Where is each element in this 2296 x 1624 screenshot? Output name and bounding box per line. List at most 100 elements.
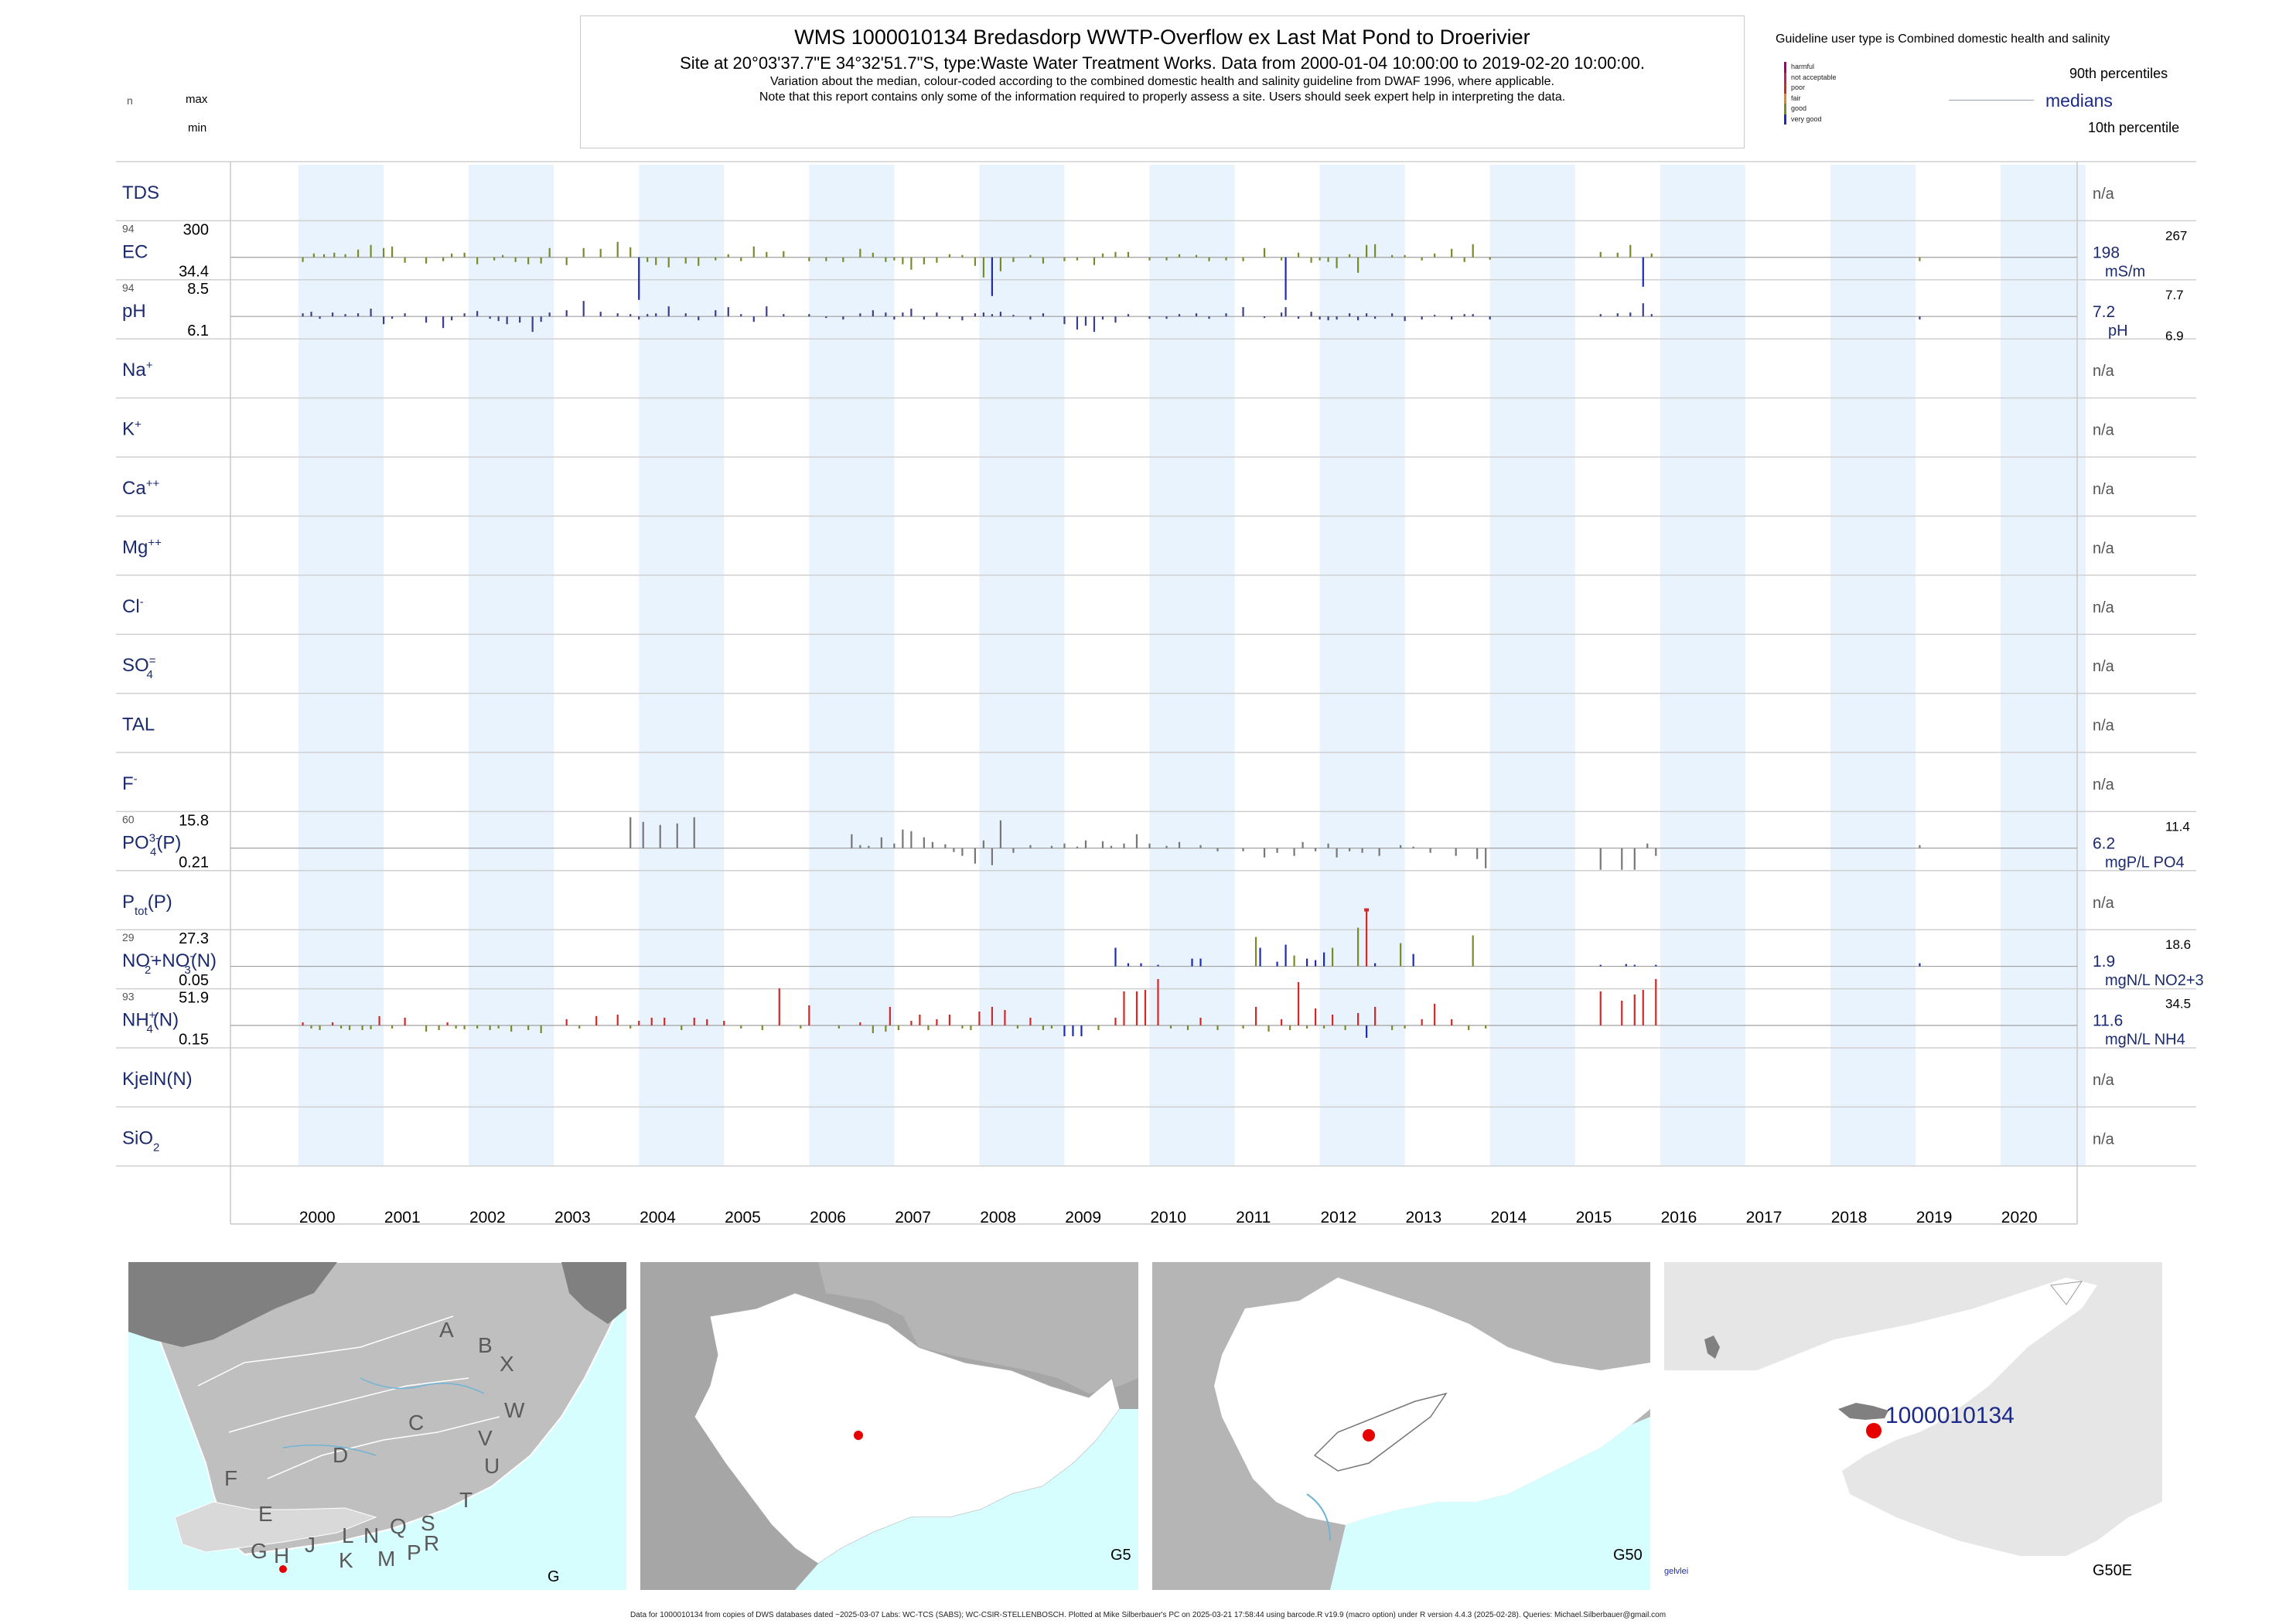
year-band-2010 bbox=[1149, 165, 1235, 1166]
row-na-kjel: n/a bbox=[2093, 1072, 2115, 1089]
row-min-nh4: 0.15 bbox=[179, 1032, 209, 1049]
year-band-2000 bbox=[299, 165, 384, 1166]
map-g50e-drawing bbox=[1664, 1278, 2162, 1590]
map-panel-g50: G50 bbox=[1152, 1262, 1650, 1590]
row-label-na: Na+ bbox=[122, 359, 153, 380]
map-g-region-B: B bbox=[478, 1333, 493, 1357]
x-tick-label-2015: 2015 bbox=[1576, 1209, 1612, 1227]
map-g-region-W: W bbox=[504, 1398, 525, 1422]
x-tick-label-2007: 2007 bbox=[895, 1209, 931, 1227]
row-label-cl: Cl- bbox=[122, 595, 144, 617]
map-g50e-site-label: 1000010134 bbox=[1885, 1403, 2015, 1428]
x-tick-label-2020: 2020 bbox=[2001, 1209, 2038, 1227]
x-tick-label-2001: 2001 bbox=[384, 1209, 421, 1227]
row-label-ca: Ca++ bbox=[122, 477, 159, 499]
map-g5-site-dot bbox=[854, 1431, 863, 1440]
map-g-region-E: E bbox=[258, 1502, 273, 1526]
row-label-sio2: SiO2 bbox=[122, 1128, 159, 1154]
legend-label-good: good bbox=[1791, 104, 1807, 112]
report-note-2: Note that this report contains only some… bbox=[759, 90, 1566, 104]
legend-swatch-poor bbox=[1784, 83, 1786, 94]
legend-medians: medians bbox=[2045, 90, 2113, 111]
x-tick-label-2002: 2002 bbox=[469, 1209, 506, 1227]
row-na-mg: n/a bbox=[2093, 540, 2115, 557]
row-n-no23: 29 bbox=[122, 931, 135, 943]
legend-swatch-fair bbox=[1784, 93, 1786, 104]
legend-swatch-very-good bbox=[1784, 114, 1786, 125]
row-na-cl: n/a bbox=[2093, 599, 2115, 616]
row-min-no23: 0.05 bbox=[179, 972, 209, 989]
map-g-region-M: M bbox=[377, 1547, 396, 1571]
legend-p10: 10th percentile bbox=[2088, 120, 2180, 135]
row-na-ca: n/a bbox=[2093, 481, 2115, 498]
row-na-f: n/a bbox=[2093, 776, 2115, 793]
x-tick-label-2016: 2016 bbox=[1661, 1209, 1697, 1227]
map-g-region-P: P bbox=[407, 1540, 421, 1564]
row-na-k: n/a bbox=[2093, 422, 2115, 439]
row-unit-po4: mgP/L PO4 bbox=[2105, 854, 2185, 871]
row-min-po4: 0.21 bbox=[179, 854, 209, 871]
row-label-mg: Mg++ bbox=[122, 536, 162, 558]
row-max-no23: 27.3 bbox=[179, 930, 209, 947]
row-n-ph: 94 bbox=[122, 281, 135, 294]
legend-median-line bbox=[1949, 100, 2034, 101]
map-g-region-J: J bbox=[305, 1533, 316, 1557]
map-g-region-R: R bbox=[424, 1531, 440, 1555]
x-tick-label-2004: 2004 bbox=[640, 1209, 676, 1227]
row-unit-nh4: mgN/L NH4 bbox=[2105, 1032, 2185, 1049]
map-g-region-Q: Q bbox=[390, 1514, 407, 1538]
map-g-region-A: A bbox=[439, 1318, 454, 1342]
legend-swatch-harmful bbox=[1784, 62, 1786, 73]
legend-p90: 90th percentiles bbox=[2069, 66, 2168, 81]
map-g-label: G bbox=[548, 1568, 560, 1585]
row-n-nh4: 93 bbox=[122, 991, 135, 1003]
map-g-region-H: H bbox=[274, 1544, 290, 1568]
legend-label-poor: poor bbox=[1791, 84, 1806, 91]
map-g50e-corner-text: gelvlei bbox=[1664, 1567, 1689, 1576]
x-tick-label-2014: 2014 bbox=[1491, 1209, 1527, 1227]
year-band-2016 bbox=[1660, 165, 1745, 1166]
footer-text: Data for 1000010134 from copies of DWS d… bbox=[629, 1611, 1667, 1619]
row-label-no23: NO-2+NO-3(N) bbox=[122, 950, 217, 977]
row-na-na: n/a bbox=[2093, 363, 2115, 380]
legend-label-harmful: harmful bbox=[1791, 63, 1815, 70]
row-label-nh4: NH+ 4(N) bbox=[122, 1009, 179, 1036]
map-g-region-D: D bbox=[333, 1443, 349, 1467]
row-median-ec: 198 bbox=[2093, 244, 2120, 261]
year-band-2012 bbox=[1319, 165, 1405, 1166]
row-unit-ec: mS/m bbox=[2105, 263, 2145, 280]
row-na-tal: n/a bbox=[2093, 718, 2115, 735]
x-tick-label-2012: 2012 bbox=[1320, 1209, 1356, 1227]
map-g-region-S: S bbox=[421, 1511, 435, 1535]
year-band-2004 bbox=[639, 165, 725, 1166]
map-g-region-U: U bbox=[484, 1454, 500, 1478]
year-band-2008 bbox=[979, 165, 1065, 1166]
row-median-no23: 1.9 bbox=[2093, 953, 2115, 971]
barcode-chart: 2000 2001 2002 2003 2004 2005 2006 2007 2008 2009… bbox=[116, 161, 2204, 1227]
row-p90-nh4: 34.5 bbox=[2165, 997, 2191, 1012]
row-label-ptot: Ptot(P) bbox=[122, 892, 172, 918]
x-tick-label-2010: 2010 bbox=[1150, 1209, 1186, 1227]
x-tick-label-2017: 2017 bbox=[1746, 1209, 1783, 1227]
map-g50-site-dot bbox=[1363, 1429, 1375, 1441]
x-tick-label-2019: 2019 bbox=[1916, 1209, 1953, 1227]
row-unit-ph: pH bbox=[2108, 322, 2128, 339]
map-g50e-label: G50E bbox=[2093, 1562, 2133, 1579]
x-tick-label-2003: 2003 bbox=[554, 1209, 591, 1227]
map-g-region-C: C bbox=[408, 1411, 425, 1435]
report-subtitle: Site at 20°03'37.7"E 34°32'51.7"S, type:… bbox=[680, 53, 1645, 73]
row-na-ptot: n/a bbox=[2093, 895, 2115, 912]
row-p10-ph: 6.9 bbox=[2165, 329, 2184, 343]
legend-swatch-good bbox=[1784, 104, 1786, 114]
row-min-ec: 34.4 bbox=[179, 263, 209, 280]
legend-label-fair: fair bbox=[1791, 94, 1801, 102]
map-g5-label: G5 bbox=[1110, 1547, 1131, 1564]
year-band-2006 bbox=[809, 165, 895, 1166]
year-band-2020 bbox=[2000, 165, 2086, 1166]
row-label-ph: pH bbox=[122, 301, 146, 322]
map-g-region-N: N bbox=[363, 1523, 380, 1547]
row-unit-no23: mgN/L NO2+3 bbox=[2105, 972, 2204, 989]
year-band-2002 bbox=[469, 165, 554, 1166]
legend-swatch-not-acceptable bbox=[1784, 72, 1786, 83]
